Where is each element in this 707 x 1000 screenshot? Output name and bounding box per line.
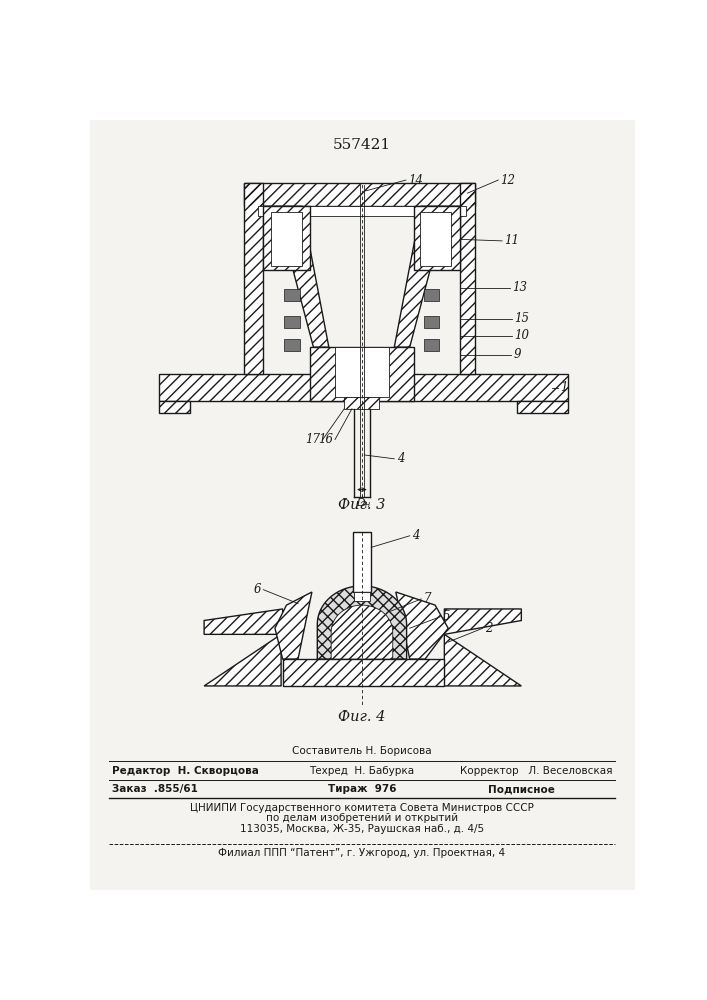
Text: 12: 12	[501, 174, 515, 187]
Text: Фиг. 4: Фиг. 4	[338, 710, 385, 724]
Bar	[335, 347, 389, 397]
Text: 15: 15	[515, 312, 530, 325]
Polygon shape	[284, 339, 300, 351]
Polygon shape	[396, 592, 448, 659]
Polygon shape	[414, 206, 460, 270]
Polygon shape	[423, 289, 439, 301]
Text: Корректор   Л. Веселовская: Корректор Л. Веселовская	[460, 766, 612, 776]
Text: 2: 2	[485, 622, 493, 635]
Polygon shape	[284, 289, 300, 301]
Text: Подписное: Подписное	[488, 784, 555, 794]
Text: Составитель Н. Борисова: Составитель Н. Борисова	[292, 746, 432, 756]
Polygon shape	[423, 339, 439, 351]
Text: 1: 1	[561, 381, 568, 394]
Polygon shape	[283, 659, 444, 686]
Text: 7: 7	[423, 592, 431, 605]
Bar	[344, 397, 379, 409]
Text: Редактор  Н. Скворцова: Редактор Н. Скворцова	[112, 766, 259, 776]
Bar	[317, 634, 406, 659]
Polygon shape	[460, 183, 475, 374]
Text: 13: 13	[512, 281, 527, 294]
Text: 5: 5	[443, 610, 450, 623]
Text: 11: 11	[504, 234, 520, 247]
Polygon shape	[331, 605, 393, 659]
Polygon shape	[395, 206, 460, 347]
Bar	[420, 212, 450, 266]
Polygon shape	[160, 401, 190, 413]
Text: 9: 9	[514, 348, 521, 361]
Text: Заказ  .855/61: Заказ .855/61	[112, 784, 197, 794]
Text: 10: 10	[515, 329, 530, 342]
Polygon shape	[264, 206, 310, 270]
Text: 557421: 557421	[333, 138, 391, 152]
Text: Филиал ППП “Патент”, г. Ужгород, ул. Проектная, 4: Филиал ППП “Патент”, г. Ужгород, ул. Про…	[218, 848, 506, 858]
Text: Фиг. 3: Фиг. 3	[338, 498, 385, 512]
Text: $D_н$: $D_н$	[356, 496, 371, 510]
Polygon shape	[275, 592, 312, 659]
Text: по делам изобретений и открытий: по делам изобретений и открытий	[266, 813, 458, 823]
Polygon shape	[518, 401, 568, 413]
Text: 4: 4	[397, 452, 404, 465]
Polygon shape	[284, 316, 300, 328]
Polygon shape	[244, 183, 475, 206]
Text: Тираж  976: Тираж 976	[328, 784, 396, 794]
Text: 17: 17	[305, 433, 320, 446]
Text: 6: 6	[254, 583, 261, 596]
Text: 16: 16	[317, 433, 333, 446]
Bar	[353, 532, 371, 592]
Bar	[354, 592, 370, 601]
Text: Техред  Н. Бабурка: Техред Н. Бабурка	[310, 766, 414, 776]
Polygon shape	[204, 609, 283, 634]
Bar	[258, 206, 466, 216]
Polygon shape	[444, 634, 521, 686]
Bar	[271, 212, 302, 266]
Polygon shape	[310, 347, 414, 401]
Polygon shape	[204, 634, 281, 686]
Text: 113035, Москва, Ж-35, Раушская наб., д. 4/5: 113035, Москва, Ж-35, Раушская наб., д. …	[240, 824, 484, 834]
Polygon shape	[444, 609, 521, 634]
Polygon shape	[423, 316, 439, 328]
Text: 14: 14	[408, 174, 423, 187]
Polygon shape	[244, 183, 264, 374]
Text: ЦНИИПИ Государственного комитета Совета Министров СССР: ЦНИИПИ Государственного комитета Совета …	[190, 803, 534, 813]
Polygon shape	[264, 206, 329, 347]
Text: 4: 4	[412, 529, 419, 542]
Polygon shape	[160, 374, 568, 401]
Polygon shape	[317, 586, 407, 659]
Bar	[344, 397, 379, 409]
